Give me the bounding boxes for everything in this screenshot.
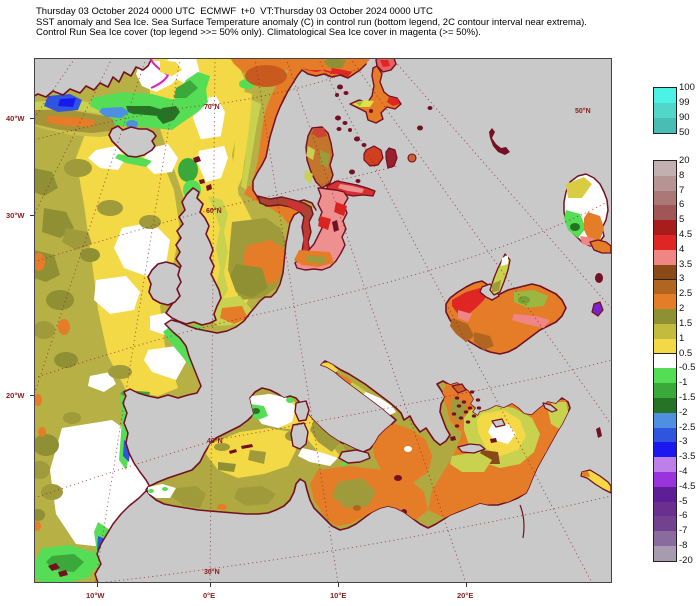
svg-text:30°N: 30°N	[204, 568, 220, 576]
svg-text:70°N: 70°N	[204, 103, 220, 111]
svg-text:50°N: 50°N	[575, 107, 591, 115]
svg-text:40°N: 40°N	[207, 437, 223, 445]
svg-text:60°N: 60°N	[206, 207, 222, 215]
